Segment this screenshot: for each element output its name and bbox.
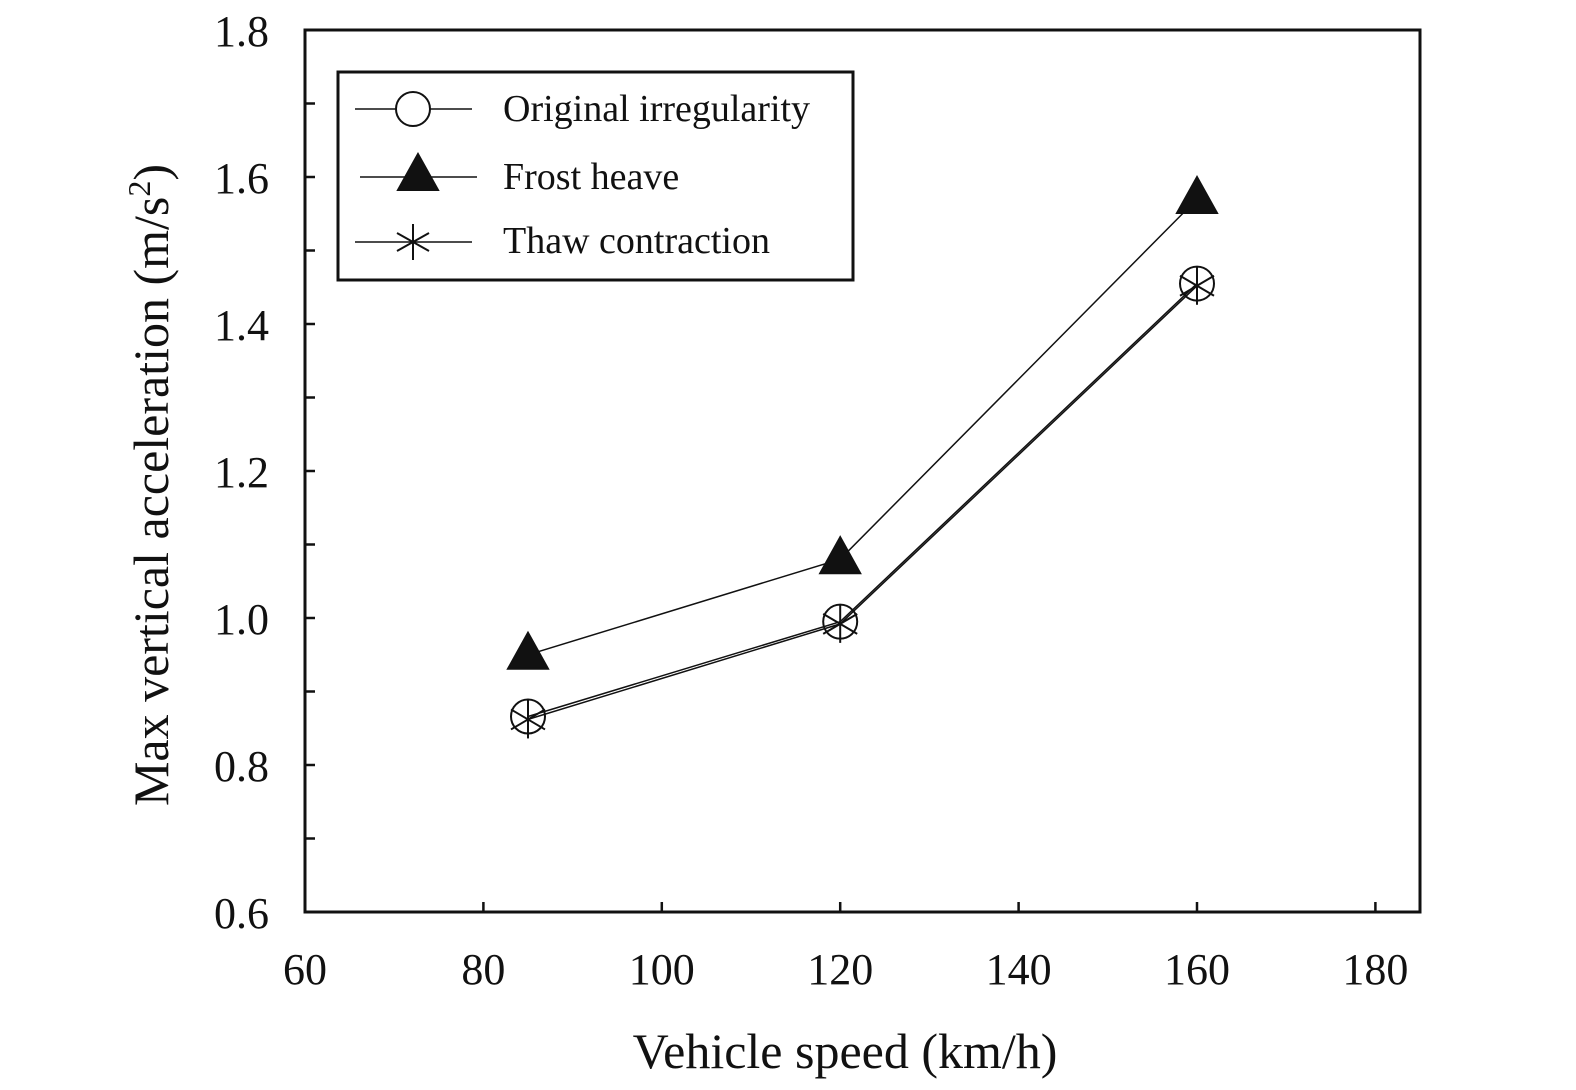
- x-tick-label: 180: [1342, 945, 1408, 994]
- y-tick-label: 1.6: [214, 154, 269, 203]
- y-axis-title-main: Max vertical acceleration (m/s: [123, 197, 179, 806]
- axis-tick-labels: 0.6 0.8 1.0 1.2 1.4 1.6 1.8 60 80 100 120 140 160 180: [214, 7, 1408, 994]
- x-tick-label: 120: [807, 945, 873, 994]
- data-point-circle: [510, 698, 546, 735]
- x-axis-title: Vehicle speed (km/h): [633, 1023, 1058, 1079]
- series-line-0: [527, 283, 1198, 718]
- data-point-triangle: [1175, 174, 1219, 215]
- x-tick-label: 160: [1164, 945, 1230, 994]
- data-point-asterisk: [1179, 266, 1215, 305]
- y-tick-label: 0.6: [214, 889, 269, 938]
- data-point-triangle: [818, 535, 862, 575]
- y-tick-label: 1.0: [214, 595, 269, 644]
- x-tick-label: 60: [283, 945, 327, 994]
- x-tick-label: 80: [461, 945, 505, 994]
- legend-label-thaw: Thaw contraction: [503, 220, 770, 262]
- asterisk-stroke: [822, 613, 858, 635]
- y-axis-title-superscript: 2: [121, 181, 157, 197]
- y-axis-title-tail: ): [123, 164, 179, 181]
- data-point-triangle: [506, 630, 550, 670]
- legend-label-original: Original irregularity: [503, 88, 810, 130]
- data-point-asterisk: [822, 604, 858, 643]
- y-tick-label: 1.2: [214, 448, 269, 497]
- y-axis-title: Max vertical acceleration (m/s2): [121, 164, 179, 806]
- x-tick-label: 140: [986, 945, 1052, 994]
- legend-marker-asterisk: [396, 224, 430, 260]
- series-line-2: [527, 285, 1198, 721]
- data-point-circle: [1179, 265, 1215, 302]
- y-tick-label: 0.8: [214, 742, 269, 791]
- asterisk-stroke: [510, 708, 546, 731]
- legend-marker-triangle: [396, 151, 440, 191]
- y-tick-label: 1.8: [214, 7, 269, 56]
- x-tick-label: 100: [629, 945, 695, 994]
- data-point-circle: [822, 603, 859, 640]
- legend: Original irregularity Frost heave Thaw c…: [336, 70, 855, 282]
- series-markers: [506, 174, 1219, 739]
- y-tick-label: 1.4: [214, 301, 269, 350]
- asterisk-stroke: [1179, 274, 1215, 297]
- legend-marker-circle: [395, 91, 431, 127]
- data-point-asterisk: [510, 700, 546, 739]
- legend-label-frost: Frost heave: [503, 156, 679, 198]
- axis-ticks: [305, 28, 1377, 914]
